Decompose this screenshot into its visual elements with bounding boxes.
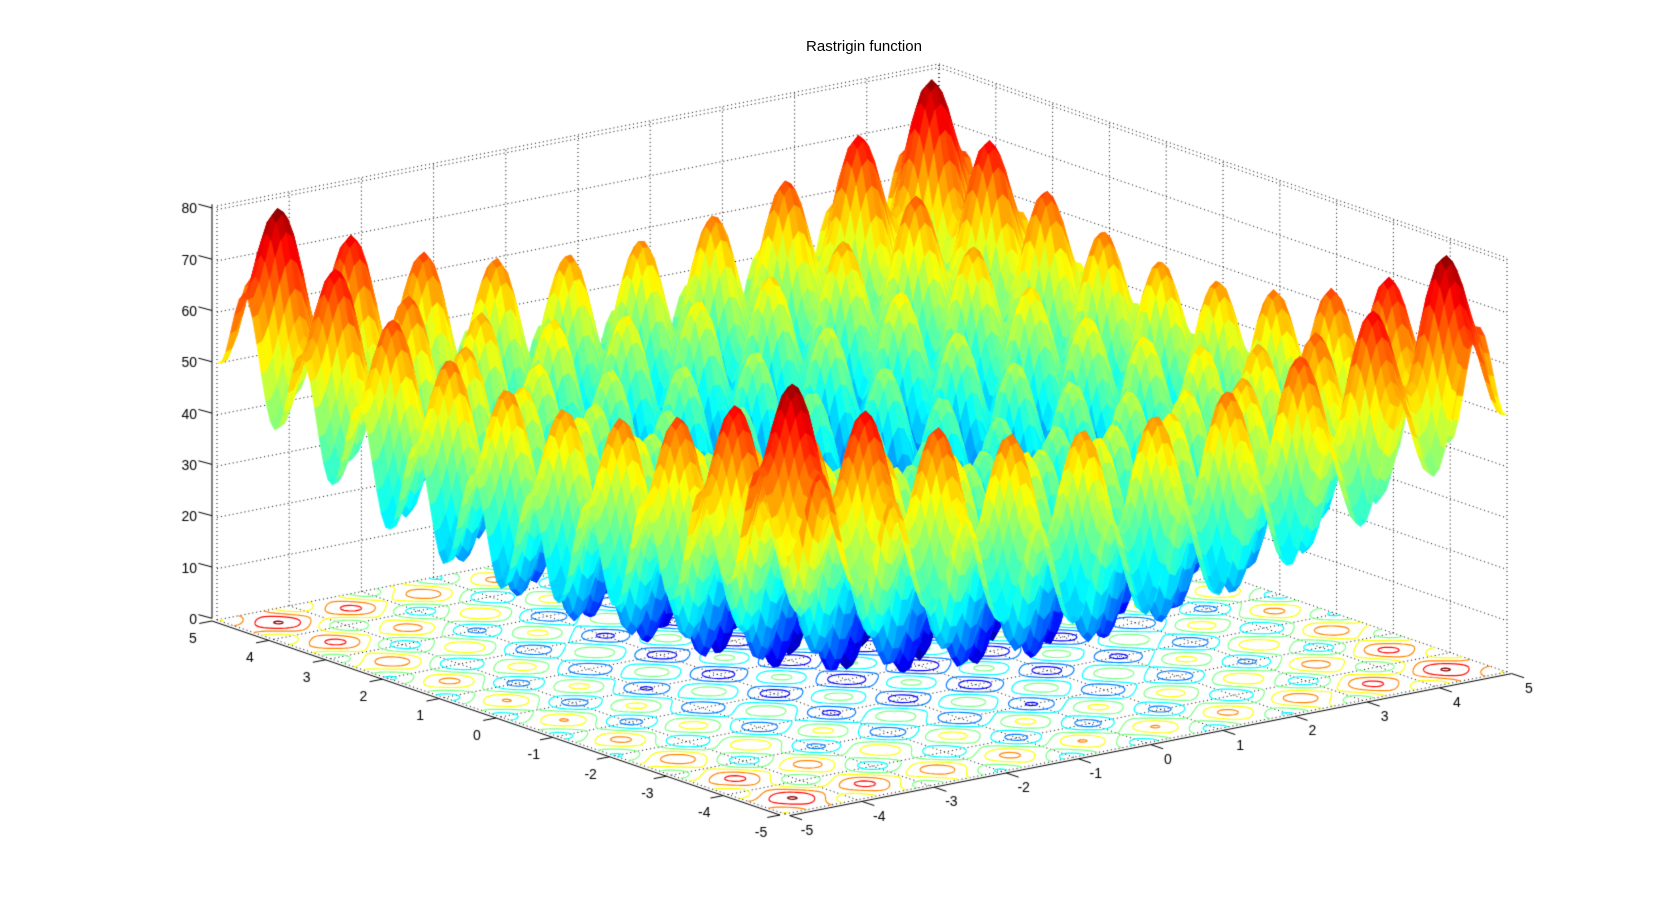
chart-title: Rastrigin function <box>806 38 922 55</box>
